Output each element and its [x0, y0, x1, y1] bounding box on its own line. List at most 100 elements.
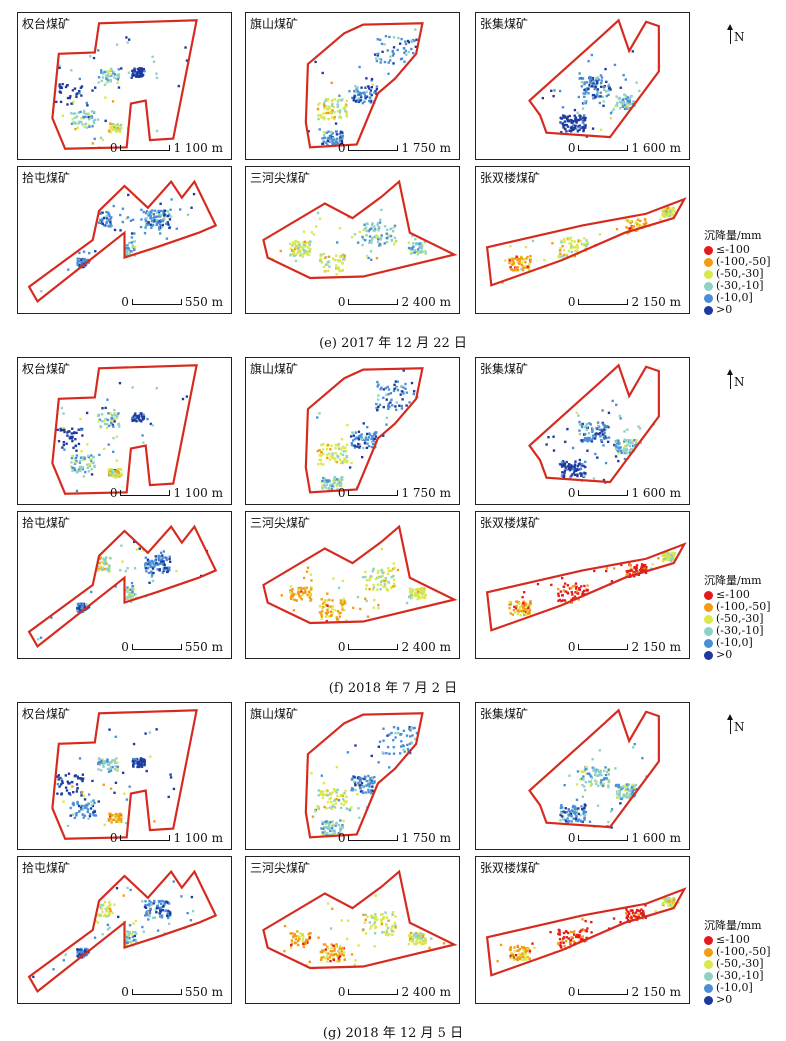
subsidence-point	[330, 792, 333, 795]
subsidence-point	[370, 77, 374, 81]
subsidence-point	[113, 228, 117, 232]
subsidence-point	[614, 440, 618, 444]
subsidence-point	[148, 911, 152, 915]
subsidence-point	[129, 888, 132, 892]
subsidence-point	[412, 390, 416, 393]
subsidence-point	[109, 122, 112, 125]
subsidence-point	[566, 817, 569, 820]
subsidence-point	[114, 585, 117, 588]
subsidence-point	[552, 94, 555, 98]
subsidence-point	[111, 475, 115, 478]
subsidence-point	[581, 783, 584, 787]
subsidence-point	[167, 909, 170, 913]
subsidence-point	[321, 831, 324, 834]
subsidence-point	[330, 130, 333, 134]
subsidence-point	[626, 792, 629, 795]
subsidence-point	[418, 595, 421, 598]
subsidence-point	[391, 924, 395, 928]
subsidence-point	[607, 780, 610, 784]
subsidence-point	[333, 949, 336, 952]
subsidence-point	[600, 439, 603, 443]
subsidence-point	[336, 610, 340, 613]
subsidence-point	[69, 814, 72, 817]
subsidence-point	[364, 918, 367, 922]
subsidence-point	[105, 220, 109, 224]
subsidence-point	[333, 799, 336, 802]
subsidence-point	[66, 824, 70, 828]
subsidence-point	[631, 909, 634, 912]
subsidence-point	[623, 93, 626, 96]
subsidence-point	[337, 98, 341, 101]
subsidence-point	[527, 606, 530, 610]
subsidence-point	[370, 86, 374, 89]
subsidence-point	[144, 224, 148, 227]
subsidence-point	[150, 575, 154, 578]
map-panel: 张双楼煤矿 0 2 150 m	[475, 511, 690, 659]
subsidence-point	[580, 439, 584, 442]
subsidence-point	[516, 957, 519, 960]
subsidence-point	[76, 609, 79, 612]
subsidence-point	[390, 238, 394, 242]
subsidence-point	[136, 75, 139, 78]
subsidence-point	[371, 437, 375, 440]
subsidence-point	[56, 782, 59, 786]
subsidence-point	[317, 794, 320, 797]
subsidence-point	[528, 608, 532, 612]
subsidence-point	[618, 446, 622, 450]
subsidence-point	[124, 249, 127, 252]
subsidence-point	[602, 435, 605, 439]
subsidence-point	[514, 269, 517, 272]
subsidence-point	[106, 928, 110, 931]
subsidence-point	[326, 960, 329, 963]
subsidence-point	[98, 566, 101, 570]
subsidence-point	[356, 93, 360, 96]
subsidence-point	[407, 50, 410, 54]
subsidence-point	[382, 727, 385, 730]
subsidence-point	[661, 559, 665, 563]
subsidence-point	[412, 245, 415, 248]
subsidence-point	[360, 86, 363, 89]
subsidence-point	[336, 794, 339, 798]
subsidence-point	[119, 213, 122, 217]
subsidence-point	[87, 113, 91, 117]
subsidence-point	[100, 413, 104, 416]
mine-boundary	[51, 364, 198, 495]
subsidence-point	[596, 456, 599, 459]
subsidence-point	[118, 381, 122, 385]
subsidence-point	[583, 95, 586, 99]
subsidence-point	[155, 906, 159, 910]
subsidence-point	[406, 39, 410, 43]
subsidence-point	[666, 209, 670, 212]
subsidence-point	[597, 95, 600, 98]
subsidence-point	[639, 224, 643, 228]
subsidence-point	[557, 587, 560, 591]
subsidence-point	[385, 228, 389, 232]
subsidence-point	[137, 417, 141, 421]
subsidence-point	[319, 259, 322, 263]
subsidence-point	[346, 919, 350, 922]
subsidence-point	[592, 766, 596, 770]
subsidence-point	[591, 127, 595, 130]
legend-item: (-10,0]	[704, 637, 771, 649]
subsidence-point	[369, 89, 373, 92]
subsidence-point	[364, 575, 367, 579]
subsidence-point	[518, 607, 521, 611]
subsidence-point	[131, 763, 135, 767]
subsidence-point	[345, 105, 348, 108]
subsidence-point	[569, 236, 573, 240]
subsidence-point	[356, 241, 360, 244]
subsidence-point	[87, 118, 91, 121]
subsidence-point	[380, 386, 383, 389]
subsidence-point	[323, 477, 327, 481]
subsidence-point	[607, 83, 611, 86]
subsidence-point	[108, 910, 111, 914]
subsidence-point	[79, 86, 83, 89]
subsidence-point	[599, 769, 603, 773]
subsidence-point	[423, 596, 427, 600]
subsidence-point	[101, 138, 104, 142]
subsidence-point	[92, 119, 96, 123]
subsidence-point	[588, 422, 591, 425]
subsidence-point	[334, 824, 337, 827]
